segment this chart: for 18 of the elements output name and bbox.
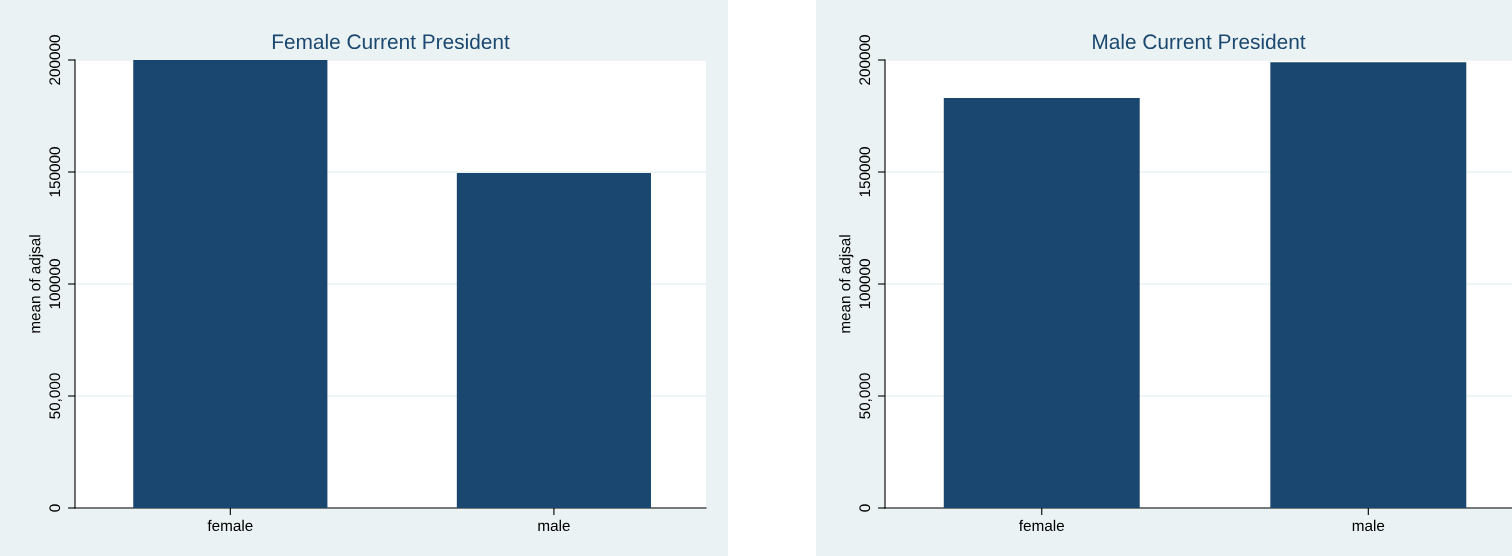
x-tick-label: female (1019, 519, 1064, 532)
x-tick-label: male (538, 519, 570, 532)
y-tick-label: 100000 (859, 259, 871, 309)
y-tick-label: 50,000 (859, 373, 872, 419)
y-tick-label: 0 (859, 504, 871, 512)
y-tick-label: 200000 (859, 35, 871, 85)
x-tick-label: male (1352, 519, 1385, 532)
y-tick-label: 100000 (49, 259, 61, 309)
x-tick-label: female (207, 519, 253, 532)
y-tick-label: 150000 (49, 147, 61, 197)
y-tick-label: 200000 (49, 35, 61, 85)
y-tick-label: 150000 (859, 147, 871, 197)
y-axis-title: mean of adjsal (29, 235, 44, 333)
y-tick-label: 50,000 (49, 373, 62, 419)
chart-title: Male Current President (1093, 33, 1306, 50)
y-axis-title: mean of adjsal (839, 235, 854, 333)
chart-title: Female Current President (272, 33, 510, 50)
y-tick-label: 0 (49, 504, 61, 512)
